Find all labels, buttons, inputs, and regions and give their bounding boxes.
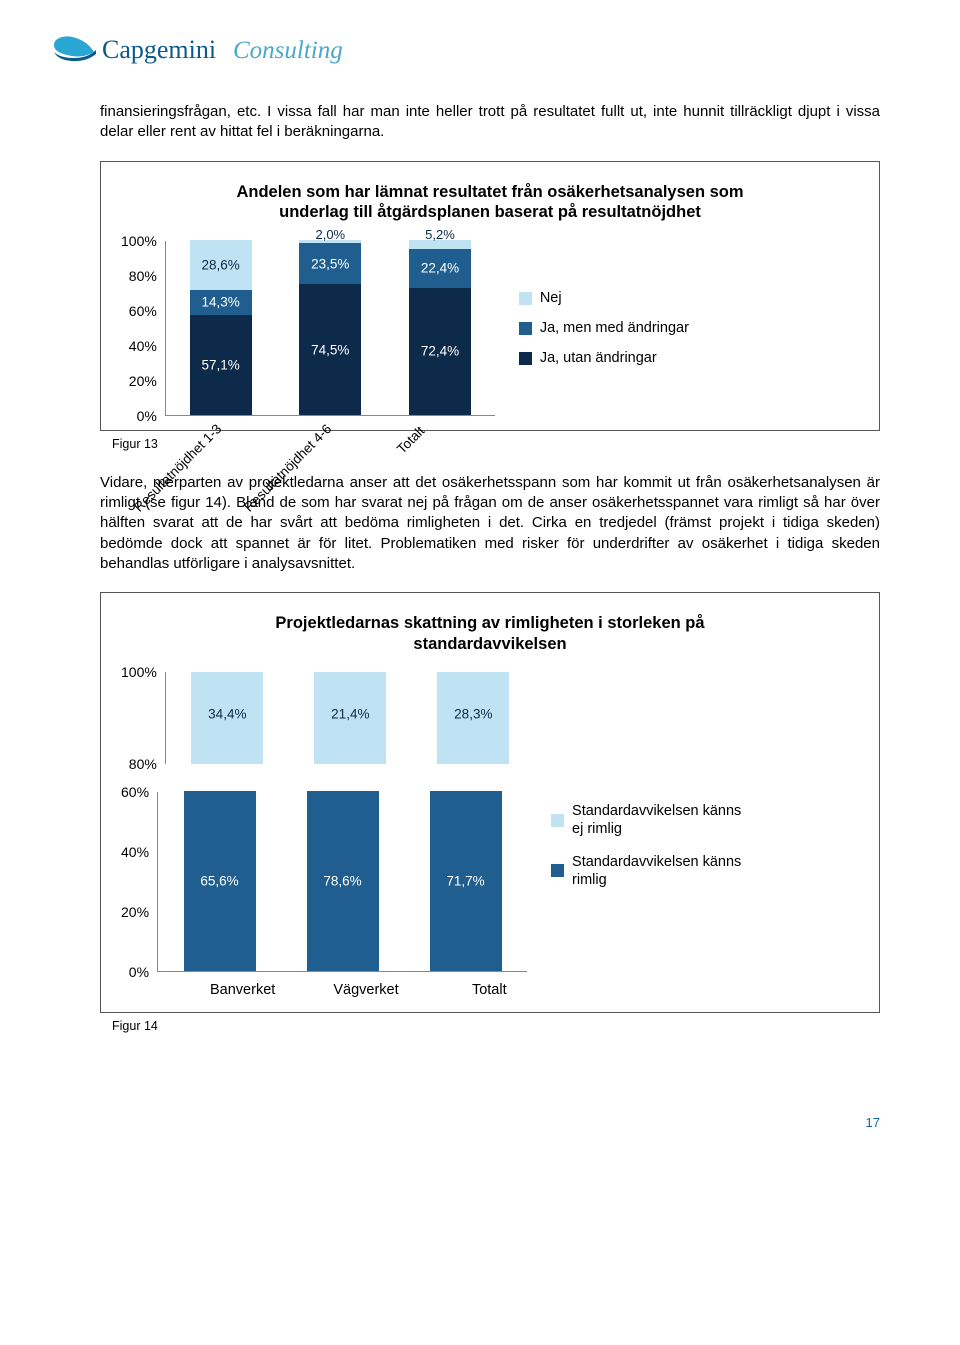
legend-label: Ja, utan ändringar bbox=[540, 350, 657, 366]
legend-item: Standardavvikelsen känns rimlig bbox=[551, 853, 747, 889]
legend-swatch bbox=[519, 292, 532, 305]
bar-segment-label: 78,6% bbox=[323, 874, 361, 889]
chart-1-caption: Figur 13 bbox=[112, 437, 880, 451]
bar-segment-label: 21,4% bbox=[331, 706, 369, 721]
chart-2-lower-plot: 65,6% 78,6% 71,7% bbox=[157, 792, 527, 972]
bar: 57,1% 14,3% 28,6% bbox=[190, 240, 252, 415]
x-axis-label: Banverket bbox=[207, 982, 279, 998]
bar-segment-label: 74,5% bbox=[311, 342, 349, 357]
legend-swatch bbox=[551, 864, 564, 877]
bar-segment-label: 28,6% bbox=[202, 257, 240, 272]
bar-segment: 71,7% bbox=[430, 791, 502, 971]
chart-2-lower-bars: 65,6% 78,6% 71,7% bbox=[158, 792, 527, 971]
legend-label: Standardavvikelsen känns ej rimlig bbox=[572, 802, 747, 838]
bar-segment: 74,5% bbox=[299, 284, 361, 414]
bar-segment: 28,3% bbox=[437, 672, 509, 764]
chart-2: 100%80% 34,4% 21,4% 28,3% 60%40%20%0% 65,6… bbox=[121, 672, 859, 998]
chart-1-bars: 57,1% 14,3% 28,6% 74,5% 23,5% 2,0% 72,4% 22,4% 5… bbox=[166, 241, 495, 415]
chart-1-title: Andelen som har lämnat resultatet från o… bbox=[230, 182, 750, 223]
chart-2-upper: 100%80% 34,4% 21,4% 28,3% bbox=[121, 672, 859, 764]
chart-2-caption: Figur 14 bbox=[112, 1019, 880, 1033]
chart-2-legend: Standardavvikelsen känns ej rimlig Standa… bbox=[527, 802, 747, 889]
bar-segment-label: 65,6% bbox=[200, 874, 238, 889]
legend-label: Nej bbox=[540, 290, 562, 306]
chart-2-upper-plot: 34,4% 21,4% 28,3% bbox=[165, 672, 535, 764]
bar: 34,4% bbox=[191, 672, 263, 764]
chart-1-plot-wrap: 100%80%60%40%20%0% 57,1% 14,3% 28,6% 74,5% 2… bbox=[121, 241, 495, 416]
legend-item: Ja, men med ändringar bbox=[519, 320, 689, 336]
chart-2-title: Projektledarnas skattning av rimligheten… bbox=[230, 613, 750, 654]
bar: 78,6% bbox=[307, 791, 379, 971]
chart-1-legend: Nej Ja, men med ändringar Ja, utan ändring… bbox=[495, 290, 689, 366]
page-content: finansieringsfrågan, etc. I vissa fall h… bbox=[0, 82, 960, 1085]
legend-swatch bbox=[519, 322, 532, 335]
bar-segment: 65,6% bbox=[184, 791, 256, 971]
bar: 72,4% 22,4% 5,2% bbox=[409, 240, 471, 415]
legend-item: Ja, utan ändringar bbox=[519, 350, 689, 366]
chart-1-box: Andelen som har lämnat resultatet från o… bbox=[100, 161, 880, 431]
bar-segment: 78,6% bbox=[307, 791, 379, 971]
mid-paragraph: Vidare, merparten av projektledarna anse… bbox=[100, 473, 880, 574]
capgemini-logo: Capgemini Consulting bbox=[50, 28, 360, 72]
bar-segment-label: 57,1% bbox=[202, 357, 240, 372]
chart-2-y-axis-lower: 60%40%20%0% bbox=[121, 792, 157, 972]
chart-2-x-labels: Banverket Vägverket Totalt bbox=[181, 982, 551, 998]
bar-segment-label: 5,2% bbox=[425, 227, 455, 242]
bar-segment: 57,1% bbox=[190, 315, 252, 415]
legend-swatch bbox=[519, 352, 532, 365]
x-axis-label: Totalt bbox=[453, 982, 525, 998]
chart-1-y-axis: 100%80%60%40%20%0% bbox=[121, 241, 165, 416]
bar-segment-label: 23,5% bbox=[311, 256, 349, 271]
bar-segment-label: 22,4% bbox=[421, 261, 459, 276]
bar-segment-label: 14,3% bbox=[202, 295, 240, 310]
chart-2-lower: 60%40%20%0% 65,6% 78,6% 71,7% Standardavvi… bbox=[121, 792, 859, 972]
page-number: 17 bbox=[0, 1085, 960, 1150]
bar-segment-label: 2,0% bbox=[315, 227, 345, 242]
x-axis-label: Vägverket bbox=[330, 982, 402, 998]
legend-swatch bbox=[551, 814, 564, 827]
bar-segment: 28,6% bbox=[190, 240, 252, 290]
bar: 71,7% bbox=[430, 791, 502, 971]
bar-segment-label: 34,4% bbox=[208, 706, 246, 721]
legend-label: Ja, men med ändringar bbox=[540, 320, 689, 336]
chart-1: 100%80%60%40%20%0% 57,1% 14,3% 28,6% 74,5% 2… bbox=[121, 241, 859, 416]
chart-2-upper-bars: 34,4% 21,4% 28,3% bbox=[166, 672, 535, 764]
chart-2-y-axis-upper: 100%80% bbox=[121, 672, 165, 764]
bar-segment: 14,3% bbox=[190, 290, 252, 315]
bar: 74,5% 23,5% 2,0% bbox=[299, 240, 361, 415]
bar-segment-label: 72,4% bbox=[421, 344, 459, 359]
bar: 28,3% bbox=[437, 672, 509, 764]
bar-segment-label: 71,7% bbox=[446, 874, 484, 889]
bar-segment: 2,0% bbox=[299, 240, 361, 244]
legend-item: Standardavvikelsen känns ej rimlig bbox=[551, 802, 747, 838]
legend-label: Standardavvikelsen känns rimlig bbox=[572, 853, 747, 889]
chart-1-plot-area: 57,1% 14,3% 28,6% 74,5% 23,5% 2,0% 72,4% 22,4% 5… bbox=[165, 241, 495, 416]
bar-segment: 23,5% bbox=[299, 243, 361, 284]
bar-segment: 22,4% bbox=[409, 249, 471, 288]
bar-segment: 21,4% bbox=[314, 672, 386, 764]
bar-segment: 72,4% bbox=[409, 288, 471, 415]
bar-segment-label: 28,3% bbox=[454, 706, 492, 721]
intro-paragraph: finansieringsfrågan, etc. I vissa fall h… bbox=[100, 102, 880, 143]
header-logo: Capgemini Consulting bbox=[0, 0, 960, 82]
chart-2-box: Projektledarnas skattning av rimligheten… bbox=[100, 592, 880, 1013]
bar: 65,6% bbox=[184, 791, 256, 971]
legend-item: Nej bbox=[519, 290, 689, 306]
svg-text:Capgemini: Capgemini bbox=[102, 35, 216, 64]
bar: 21,4% bbox=[314, 672, 386, 764]
svg-text:Consulting: Consulting bbox=[233, 37, 343, 64]
bar-segment: 34,4% bbox=[191, 672, 263, 764]
bar-segment: 5,2% bbox=[409, 240, 471, 249]
